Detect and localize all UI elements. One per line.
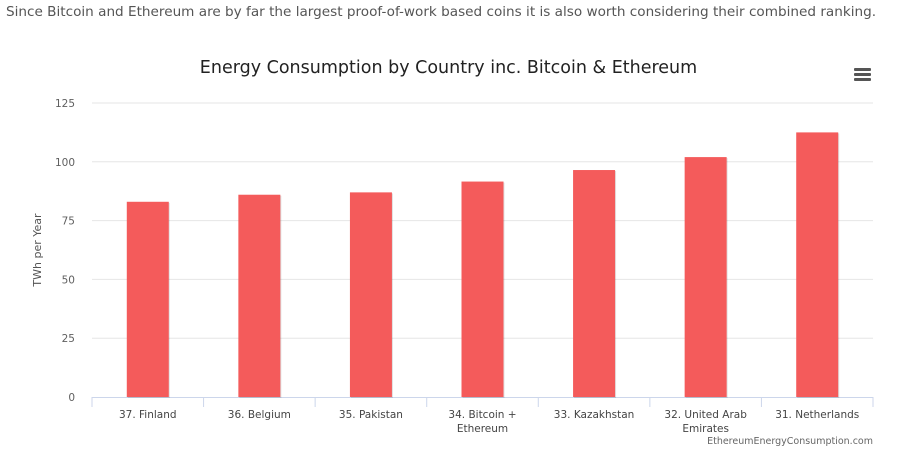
x-tick-label-line: 36. Belgium: [228, 409, 291, 421]
bar[interactable]: [461, 181, 504, 397]
bar[interactable]: [238, 194, 281, 397]
x-tick-label-line: Ethereum: [457, 423, 508, 435]
y-tick-label: 25: [62, 333, 75, 345]
bar[interactable]: [684, 157, 727, 397]
y-tick-label: 0: [68, 392, 75, 404]
chart-credit-link[interactable]: EthereumEnergyConsumption.com: [707, 436, 873, 447]
chart-menu-button[interactable]: [848, 62, 876, 86]
x-tick-label: 37. Finland: [119, 409, 177, 421]
bar[interactable]: [573, 170, 616, 397]
y-tick-label: 75: [62, 216, 75, 228]
y-tick-label: 125: [55, 98, 75, 110]
x-tick-label-line: Emirates: [682, 423, 729, 435]
x-tick-label: 34. Bitcoin + Ethereum: [448, 409, 516, 435]
x-tick-label-line: 33. Kazakhstan: [554, 409, 635, 421]
x-tick-label: 35. Pakistan: [339, 409, 403, 421]
bar[interactable]: [126, 201, 169, 397]
bar[interactable]: [796, 132, 839, 397]
x-tick-label: 33. Kazakhstan: [554, 409, 635, 421]
x-tick-label: 36. Belgium: [228, 409, 291, 421]
chart-title: Energy Consumption by Country inc. Bitco…: [199, 58, 698, 78]
y-tick-label: 100: [55, 157, 75, 169]
x-tick-label-line: 32. United Arab: [664, 409, 747, 421]
chart-container: 0 25 50 75 100 125 TWh per Year 37. Finland 36. …: [0, 38, 897, 462]
x-tick-label-line: 31. Netherlands: [775, 409, 859, 421]
x-tick-label-line: 34. Bitcoin +: [448, 409, 516, 421]
x-tick-label-line: 37. Finland: [119, 409, 177, 421]
x-tick-label: 32. United Arab Emirates: [664, 409, 747, 435]
bar-chart: 0 25 50 75 100 125 TWh per Year 37. Finland 36. …: [31, 98, 874, 435]
y-axis-title: TWh per Year: [31, 213, 44, 288]
x-tick-label-line: 35. Pakistan: [339, 409, 403, 421]
intro-paragraph: Since Bitcoin and Ethereum are by far th…: [6, 4, 877, 20]
y-tick-label: 50: [62, 274, 75, 286]
bar[interactable]: [349, 192, 392, 397]
x-tick-label: 31. Netherlands: [775, 409, 859, 421]
